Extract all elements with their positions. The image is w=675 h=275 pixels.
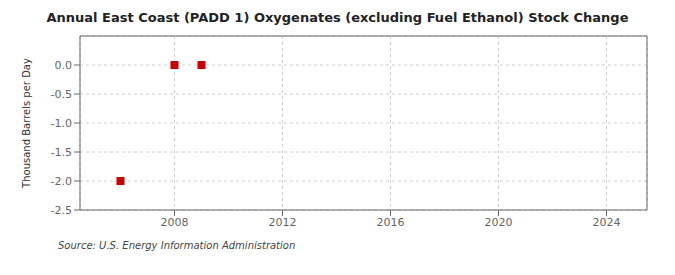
svg-text:2016: 2016: [377, 216, 405, 229]
svg-text:2008: 2008: [161, 216, 189, 229]
svg-text:-1.0: -1.0: [51, 117, 72, 130]
svg-text:0.0: 0.0: [55, 59, 73, 72]
svg-text:-1.5: -1.5: [51, 146, 72, 159]
svg-text:2020: 2020: [485, 216, 513, 229]
html-text:Annual East Coast (PADD 1) Oxy: Annual East Coast (PADD 1) Oxygenates (e…: [46, 10, 629, 25]
svg-text:2012: 2012: [269, 216, 297, 229]
svg-text:-0.5: -0.5: [51, 88, 72, 101]
svg-text:2024: 2024: [593, 216, 621, 229]
svg-text:Thousand Barrels per Day: Thousand Barrels per Day: [21, 58, 32, 189]
html-text:Source: U.S. Energy Informatio: Source: U.S. Energy Information Administ…: [58, 240, 296, 251]
svg-text:-2.5: -2.5: [51, 204, 72, 217]
svg-text:-2.0: -2.0: [51, 175, 72, 188]
